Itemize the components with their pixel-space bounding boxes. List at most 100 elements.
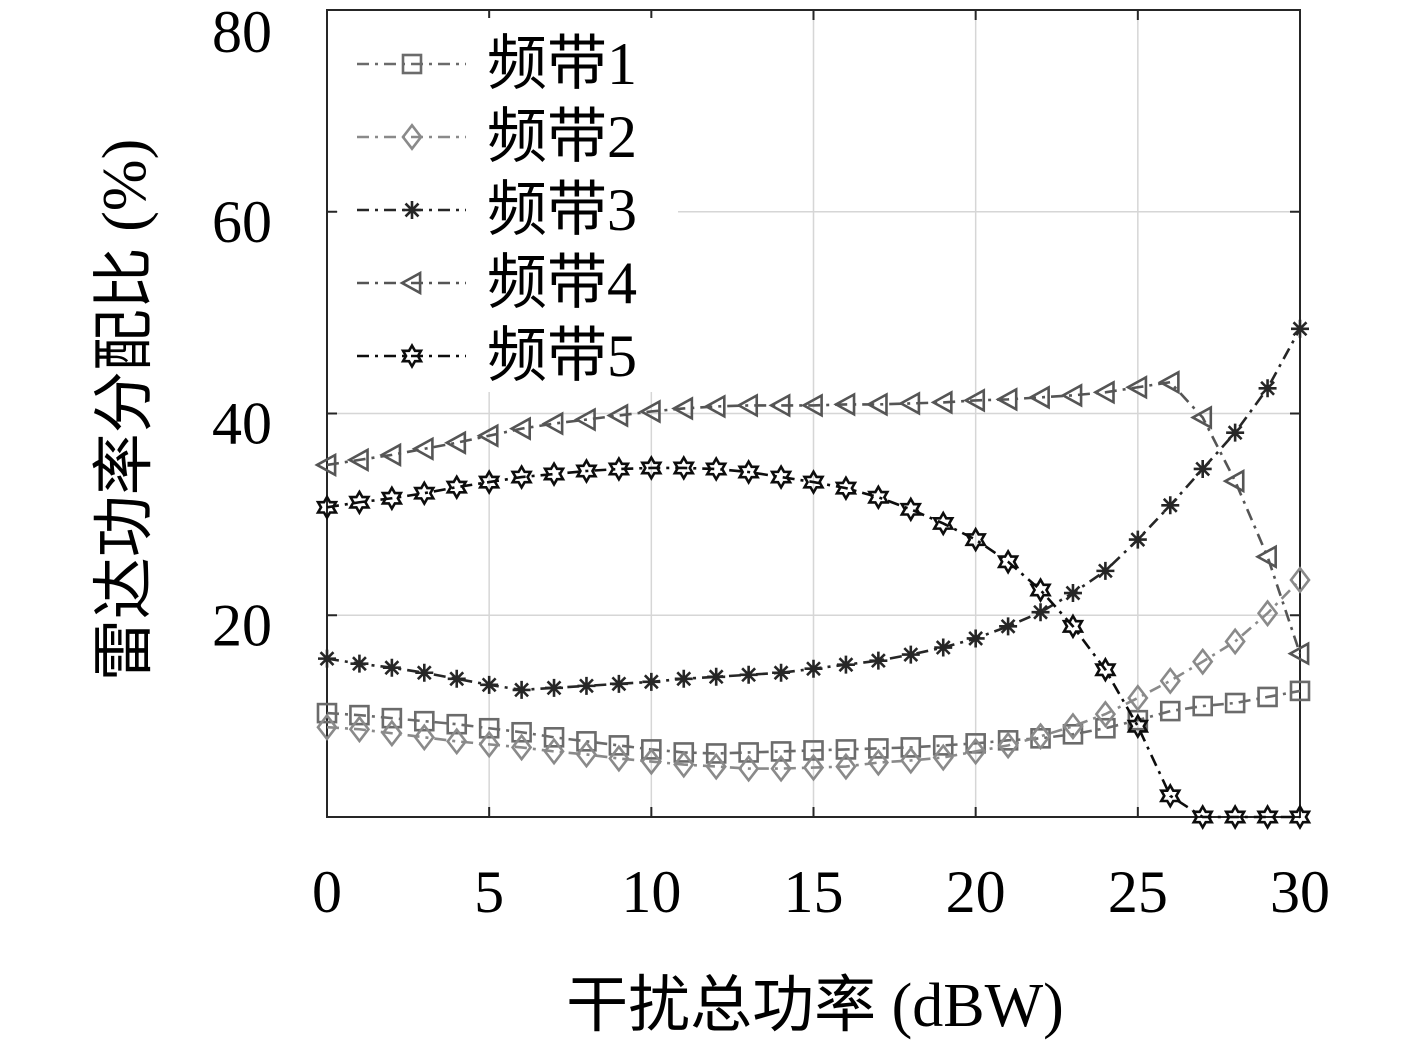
series-4-point bbox=[995, 387, 1018, 412]
series-4-point bbox=[833, 392, 856, 417]
x-tick-label: 0 bbox=[312, 859, 342, 925]
series-2-point bbox=[1094, 700, 1117, 728]
series-3-point bbox=[1193, 459, 1212, 478]
series-1-point bbox=[900, 737, 922, 758]
series-5-point bbox=[1288, 804, 1312, 830]
series-1-point bbox=[1062, 723, 1084, 745]
series-1-point bbox=[576, 731, 597, 752]
y-axis-label: 雷达功率分配比 (%) bbox=[91, 139, 159, 681]
series-1-point bbox=[1224, 692, 1246, 714]
series-4-point bbox=[1060, 383, 1083, 408]
series-5-point bbox=[867, 484, 890, 511]
x-tick-label: 10 bbox=[621, 859, 681, 925]
series-4-point bbox=[314, 452, 337, 478]
series-1-point bbox=[543, 727, 565, 748]
series-1-point bbox=[803, 740, 824, 761]
series-3-point bbox=[447, 669, 466, 688]
series-4-point bbox=[800, 393, 823, 418]
series-5-point bbox=[1029, 577, 1052, 603]
series-4-point bbox=[1254, 544, 1277, 569]
series-3-point bbox=[869, 651, 888, 670]
series-4-point bbox=[1157, 370, 1180, 395]
series-5-point bbox=[445, 474, 468, 501]
series-2-point bbox=[835, 752, 857, 781]
series-4-point bbox=[573, 407, 596, 432]
series-4-point bbox=[476, 423, 499, 448]
series-2-point bbox=[1029, 722, 1052, 751]
series-4-point bbox=[444, 430, 467, 455]
legend-label: 频带2 bbox=[487, 104, 637, 170]
series-5-point bbox=[1094, 656, 1117, 683]
series-5-point bbox=[380, 485, 404, 512]
series-2-point bbox=[867, 748, 890, 777]
legend-entry-5: 频带5 bbox=[357, 323, 637, 389]
series-2-point bbox=[478, 730, 500, 759]
y-tick-label: 60 bbox=[212, 189, 272, 255]
series-4-point bbox=[1027, 385, 1050, 410]
series-1-point bbox=[997, 730, 1019, 751]
series-5-point bbox=[899, 496, 923, 523]
legend-entry-4: 频带4 bbox=[357, 250, 637, 316]
series-4-point bbox=[671, 396, 694, 421]
series-2-point bbox=[608, 744, 630, 773]
series-3-point bbox=[1291, 319, 1309, 338]
series-3-point bbox=[609, 674, 628, 693]
series-3-point bbox=[480, 675, 499, 694]
legend-marker bbox=[400, 343, 424, 369]
series-5-point bbox=[1223, 804, 1247, 830]
series-1-point bbox=[349, 704, 370, 726]
series-4-point bbox=[1092, 380, 1115, 405]
series-5-point bbox=[315, 494, 339, 521]
series-5-point bbox=[737, 459, 760, 485]
series-2-point bbox=[413, 723, 435, 752]
legend-marker bbox=[399, 270, 422, 296]
tick-labels: 0 5 10 15 20 25 30 20 40 60 80 bbox=[212, 0, 1330, 925]
legend-label: 频带1 bbox=[487, 31, 637, 97]
series-5-point bbox=[802, 469, 825, 496]
legend-label: 频带5 bbox=[487, 323, 637, 389]
series-1-point bbox=[932, 735, 954, 756]
series-5 bbox=[315, 455, 1312, 830]
legend-entry-2: 频带2 bbox=[357, 104, 637, 170]
series-1-point bbox=[1192, 695, 1213, 717]
series-3-point bbox=[382, 658, 401, 677]
series-2-point bbox=[705, 752, 727, 781]
series-3-point bbox=[1258, 379, 1277, 398]
series-4-point bbox=[346, 447, 369, 473]
series-3-point bbox=[674, 669, 693, 688]
series-1 bbox=[316, 680, 1311, 764]
series-3-point bbox=[1161, 496, 1180, 515]
series-4-point bbox=[1125, 375, 1148, 400]
series-2-point bbox=[932, 743, 954, 772]
series-1-point bbox=[511, 721, 532, 743]
series-4-point bbox=[963, 388, 986, 413]
series-1-point bbox=[673, 742, 695, 763]
series-3-point bbox=[1128, 530, 1147, 549]
series-2-line bbox=[326, 579, 1301, 770]
series-1-point bbox=[446, 713, 468, 735]
series-3-point bbox=[1226, 423, 1245, 442]
x-axis-label: 干扰总功率 (dBW) bbox=[566, 972, 1064, 1040]
series-1-point bbox=[770, 741, 792, 762]
series-1-point bbox=[1257, 686, 1278, 708]
series-4-point bbox=[411, 436, 434, 461]
series-3-point bbox=[577, 676, 596, 695]
series-3-point bbox=[1031, 603, 1050, 622]
series-5-point bbox=[769, 464, 793, 490]
series-5-point bbox=[996, 548, 1020, 575]
legend-marker bbox=[401, 123, 423, 151]
series-2-point bbox=[802, 753, 825, 782]
series-2-point bbox=[510, 733, 533, 762]
series-5-point bbox=[1126, 713, 1150, 740]
series-3-point bbox=[415, 663, 434, 682]
series-2-point bbox=[770, 754, 792, 783]
legend: 频带1 频带2 频带3 频带4 频带5 bbox=[338, 18, 678, 392]
series-4-point bbox=[736, 393, 759, 418]
series-2 bbox=[316, 566, 1311, 783]
legend-entry-1: 频带1 bbox=[357, 31, 637, 97]
series-5-point bbox=[575, 458, 598, 484]
series-3-point bbox=[804, 659, 823, 678]
series-3-point bbox=[512, 680, 531, 699]
series-4-point bbox=[930, 390, 953, 415]
series-5-line bbox=[326, 466, 1300, 819]
